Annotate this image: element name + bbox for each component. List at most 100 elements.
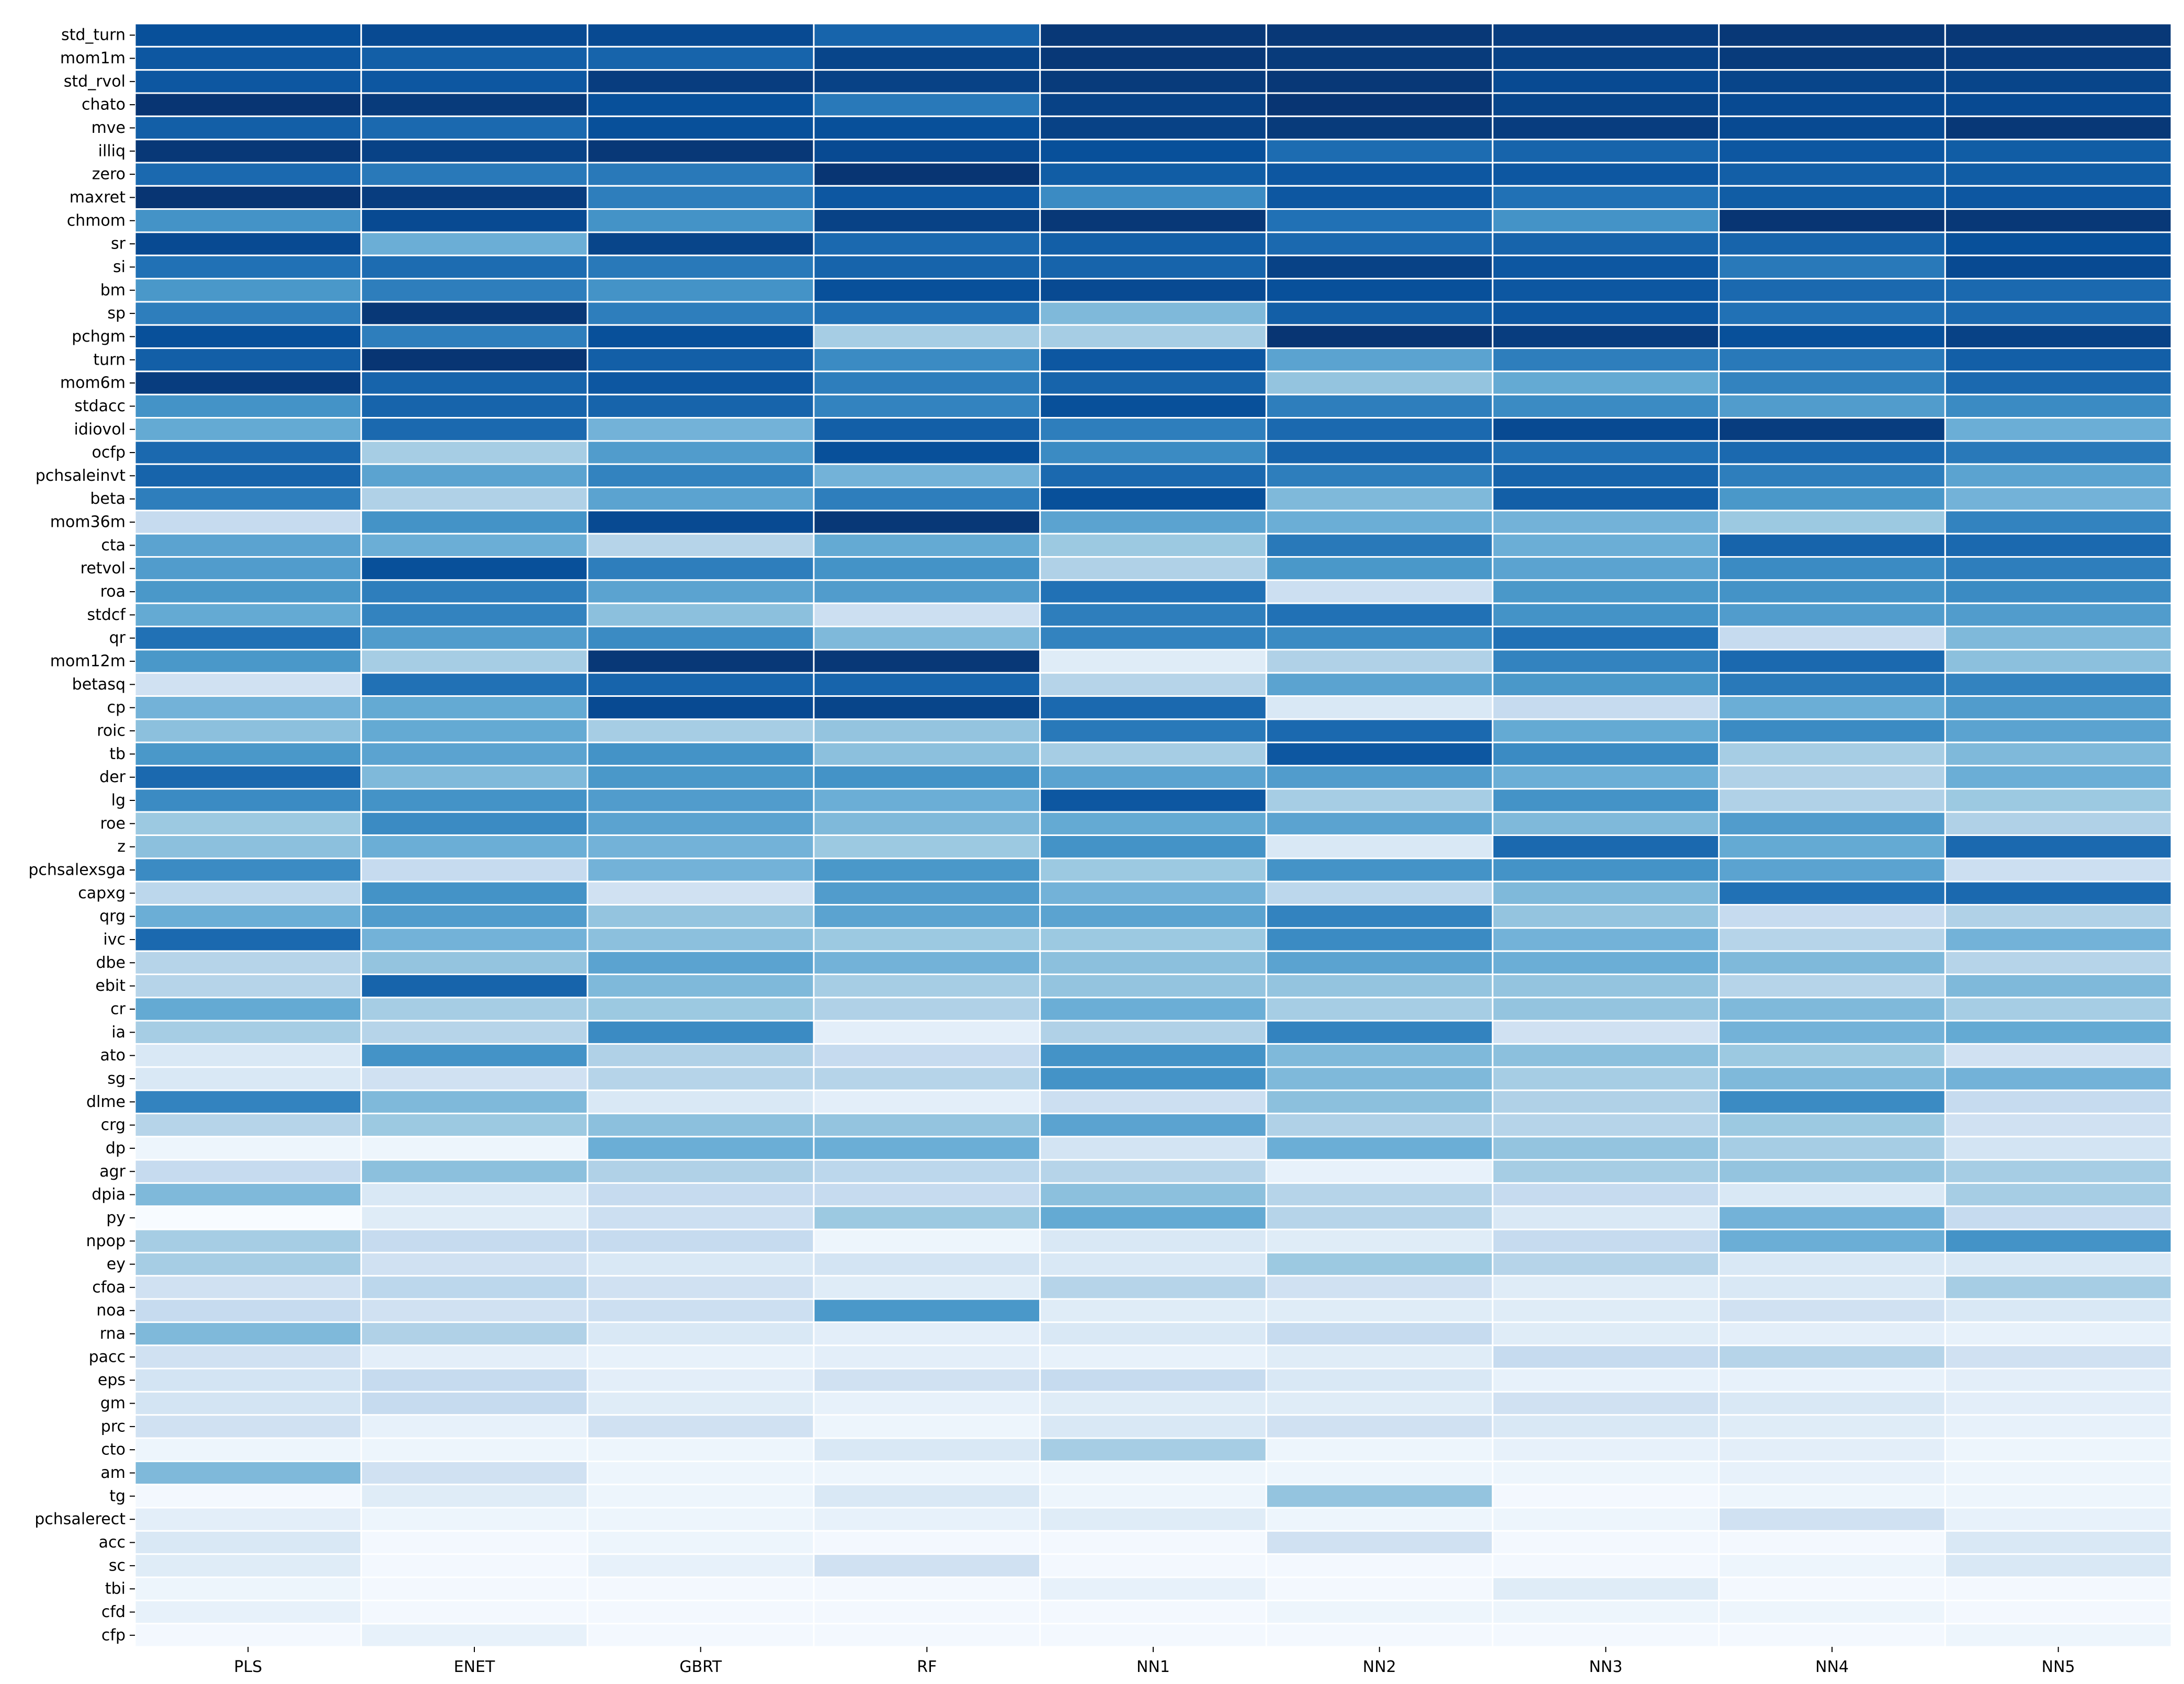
heatmap-cell-idiovol-ENET [360, 417, 588, 442]
heatmap-cell-acc-GBRT [586, 1530, 815, 1555]
heatmap-cell-stdcf-PLS [134, 602, 362, 628]
heatmap-cell-stdacc-PLS [134, 393, 362, 419]
heatmap-cell-beta-RF [813, 487, 1041, 512]
heatmap-cell-dlme-NN1 [1039, 1089, 1267, 1114]
heatmap-cell-npop-ENET [360, 1228, 588, 1253]
heatmap-cell-cfp-ENET [360, 1623, 588, 1648]
heatmap-cell-idiovol-GBRT [586, 417, 815, 442]
y-tick-label-sr: sr [111, 235, 126, 253]
heatmap-cell-roe-NN1 [1039, 811, 1267, 836]
heatmap-cell-dlme-PLS [134, 1089, 362, 1114]
heatmap-cell-mve-NN1 [1039, 115, 1267, 141]
heatmap-cell-z-PLS [134, 834, 362, 860]
heatmap-cell-dpia-RF [813, 1182, 1041, 1207]
heatmap-cell-z-RF [813, 834, 1041, 860]
heatmap-cell-tb-PLS [134, 741, 362, 767]
heatmap-cell-std_turn-GBRT [586, 22, 815, 48]
heatmap-cell-dpia-PLS [134, 1182, 362, 1207]
heatmap-cell-ato-PLS [134, 1043, 362, 1068]
heatmap-cell-qr-RF [813, 626, 1041, 651]
heatmap-cell-pchsaleinvt-NN2 [1265, 463, 1494, 489]
heatmap-cell-pacc-NN5 [1944, 1344, 2172, 1370]
heatmap-cell-sr-PLS [134, 231, 362, 256]
heatmap-cell-sp-RF [813, 301, 1041, 326]
heatmap-cell-dlme-ENET [360, 1089, 588, 1114]
heatmap-cell-beta-PLS [134, 487, 362, 512]
heatmap-cell-prc-NN3 [1492, 1414, 1720, 1439]
heatmap-cell-tb-ENET [360, 741, 588, 767]
heatmap-cell-pacc-GBRT [586, 1344, 815, 1370]
heatmap-cell-der-NN4 [1718, 765, 1946, 790]
heatmap-cell-roa-NN3 [1492, 579, 1720, 604]
y-tick-label-ey: ey [107, 1255, 126, 1273]
heatmap-cell-beta-NN1 [1039, 487, 1267, 512]
y-tick-label-py: py [106, 1208, 126, 1227]
y-tick-label-mom1m: mom1m [60, 49, 126, 67]
y-tick-label-ebit: ebit [95, 977, 126, 995]
heatmap-cell-bm-PLS [134, 278, 362, 303]
heatmap-cell-crg-NN3 [1492, 1112, 1720, 1138]
heatmap-cell-betasq-NN3 [1492, 672, 1720, 697]
heatmap-cell-chmom-NN4 [1718, 208, 1946, 233]
heatmap-cell-eps-NN2 [1265, 1367, 1494, 1393]
heatmap-cell-pchsalexsga-GBRT [586, 857, 815, 883]
heatmap-cell-pchgm-RF [813, 324, 1041, 349]
heatmap-cell-cfoa-NN5 [1944, 1275, 2172, 1300]
heatmap-cell-pchsalexsga-PLS [134, 857, 362, 883]
heatmap-cell-pchsalerect-PLS [134, 1507, 362, 1532]
heatmap-cell-dpia-ENET [360, 1182, 588, 1207]
y-tick-label-maxret: maxret [70, 188, 126, 207]
heatmap-cell-npop-PLS [134, 1228, 362, 1253]
heatmap-cell-npop-NN2 [1265, 1228, 1494, 1253]
heatmap-cell-pacc-NN3 [1492, 1344, 1720, 1370]
heatmap-cell-stdcf-GBRT [586, 602, 815, 628]
heatmap-cell-stdacc-ENET [360, 393, 588, 419]
heatmap-cell-zero-NN3 [1492, 162, 1720, 187]
heatmap-cell-sg-GBRT [586, 1066, 815, 1091]
heatmap-cell-dpia-NN4 [1718, 1182, 1946, 1207]
heatmap-cell-prc-GBRT [586, 1414, 815, 1439]
x-tick-label-NN1: NN1 [1136, 1658, 1170, 1676]
heatmap-cell-sp-NN2 [1265, 301, 1494, 326]
y-tick-label-ato: ato [100, 1046, 126, 1065]
heatmap-cell-ebit-PLS [134, 973, 362, 999]
heatmap-cell-tb-NN4 [1718, 741, 1946, 767]
heatmap-cell-ivc-NN2 [1265, 927, 1494, 952]
heatmap-cell-cto-NN5 [1944, 1437, 2172, 1462]
heatmap-cell-cp-PLS [134, 695, 362, 720]
heatmap-cell-illiq-RF [813, 139, 1041, 164]
heatmap-cell-ia-PLS [134, 1020, 362, 1045]
heatmap-cell-noa-PLS [134, 1298, 362, 1323]
heatmap-cell-sr-NN5 [1944, 231, 2172, 256]
heatmap-cell-pchsalerect-NN4 [1718, 1507, 1946, 1532]
heatmap-cell-pchgm-ENET [360, 324, 588, 349]
heatmap-cell-capxg-NN2 [1265, 880, 1494, 906]
y-tick-label-qr: qr [109, 629, 126, 647]
x-tick-label-NN4: NN4 [1815, 1658, 1849, 1676]
heatmap-cell-cfd-NN4 [1718, 1599, 1946, 1625]
heatmap-cell-cfd-RF [813, 1599, 1041, 1625]
y-tick-label-am: am [100, 1464, 126, 1482]
heatmap-cell-rna-PLS [134, 1321, 362, 1347]
heatmap-cell-capxg-PLS [134, 880, 362, 906]
heatmap-cell-maxret-ENET [360, 185, 588, 210]
heatmap-cell-qrg-PLS [134, 903, 362, 929]
heatmap-cell-am-NN3 [1492, 1460, 1720, 1486]
heatmap-cell-eps-RF [813, 1367, 1041, 1393]
heatmap-cell-mom12m-RF [813, 649, 1041, 674]
heatmap-cell-illiq-NN5 [1944, 139, 2172, 164]
heatmap-cell-maxret-RF [813, 185, 1041, 210]
heatmap-cell-roic-ENET [360, 718, 588, 743]
heatmap-cell-cto-RF [813, 1437, 1041, 1462]
heatmap-cell-crg-NN4 [1718, 1112, 1946, 1138]
heatmap-cell-tb-GBRT [586, 741, 815, 767]
heatmap-cell-si-NN1 [1039, 254, 1267, 280]
heatmap-cell-roa-NN2 [1265, 579, 1494, 604]
heatmap-cell-ebit-NN2 [1265, 973, 1494, 999]
heatmap-cell-rna-NN1 [1039, 1321, 1267, 1347]
heatmap-cell-mom1m-NN1 [1039, 46, 1267, 71]
heatmap-cell-agr-NN1 [1039, 1159, 1267, 1184]
heatmap-cell-pchsaleinvt-NN3 [1492, 463, 1720, 489]
heatmap-cell-cfp-PLS [134, 1623, 362, 1648]
